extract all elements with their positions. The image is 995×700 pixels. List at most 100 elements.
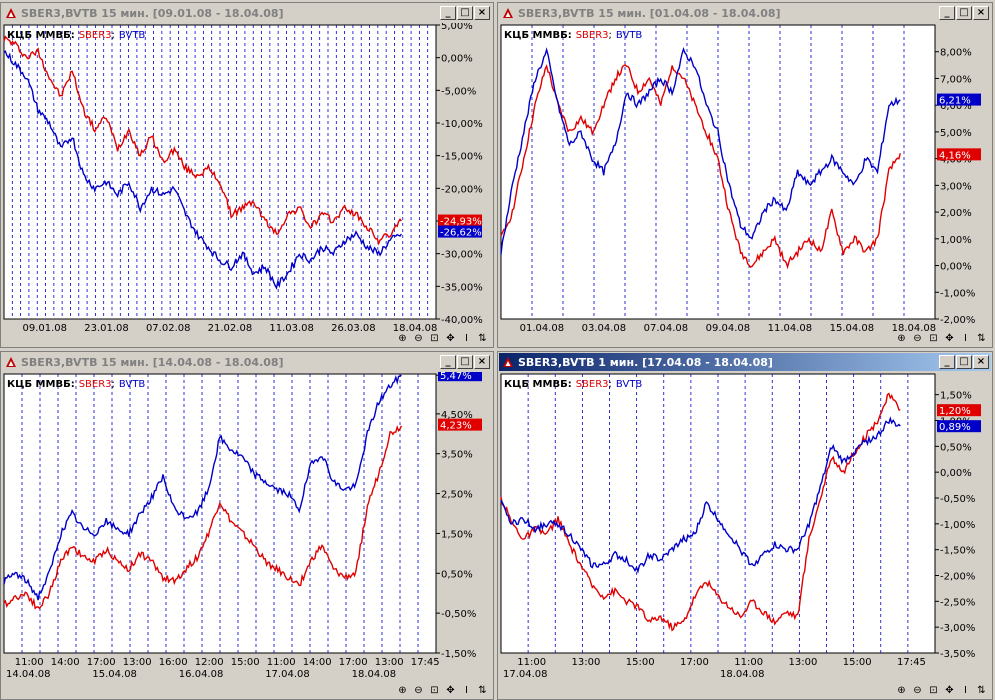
y-tick-label: 1,50% <box>940 391 972 402</box>
x-tick-label: 18.04.08 <box>393 323 438 334</box>
y-tick-label: -1,50% <box>441 649 476 660</box>
x-tick-label: 11:00 <box>15 657 44 668</box>
x-date-label: 17.04.08 <box>265 669 310 680</box>
x-tick-label: 17:00 <box>87 657 116 668</box>
cursor-icon[interactable]: I <box>465 684 468 696</box>
fit-icon[interactable]: ⊡ <box>929 684 938 696</box>
legend-bvtb: BVTB <box>119 30 146 41</box>
series-bvtb-line <box>500 46 901 255</box>
y-tick-label: 3,50% <box>441 450 473 461</box>
refresh-icon[interactable]: ⇅ <box>977 684 986 696</box>
legend-bvtb: BVTB <box>616 379 643 390</box>
minimize-button[interactable]: _ <box>440 355 456 369</box>
y-tick-label: -1,50% <box>940 546 975 557</box>
chart-canvas[interactable]: 5,47% 4,50% 3,50% 2,50% 1,50% 0,50% -0,50% -1,5… <box>2 372 492 697</box>
y-tick-label: 5,00% <box>441 23 473 32</box>
x-tick-label: 17:00 <box>680 657 709 668</box>
last-value-badge-sber: 4,16% <box>937 148 981 161</box>
window-titlebar[interactable]: SBER3,BVTB 1 мин. [17.04.08 - 18.04.08] _… <box>499 353 991 371</box>
x-date-label: 16.04.08 <box>179 669 224 680</box>
legend-bvtb: BVTB <box>616 30 643 41</box>
legend-sber3: SBER3 <box>576 30 609 41</box>
y-tick-label: -2,00% <box>940 572 975 583</box>
last-value-text-sber: 4,23% <box>440 421 472 432</box>
fit-icon[interactable]: ⊡ <box>430 684 439 696</box>
cursor-icon[interactable]: I <box>964 332 967 344</box>
chart-window-3[interactable]: SBER3,BVTB 15 мин. [14.04.08 - 18.04.08]… <box>0 351 494 700</box>
cursor-icon[interactable]: I <box>465 332 468 344</box>
x-tick-label: 23.01.08 <box>84 323 129 334</box>
zoom-in-icon[interactable]: ⊕ <box>398 684 407 696</box>
zoom-out-icon[interactable]: ⊖ <box>913 684 922 696</box>
x-date-label: 18.04.08 <box>352 669 397 680</box>
x-tick-label: 15:00 <box>231 657 260 668</box>
y-tick-label: 4,50% <box>441 410 473 421</box>
window-titlebar[interactable]: SBER3,BVTB 15 мин. [14.04.08 - 18.04.08]… <box>2 353 492 371</box>
maximize-button[interactable]: □ <box>956 355 972 369</box>
zoom-out-icon[interactable]: ⊖ <box>414 684 423 696</box>
y-tick-label: -3,50% <box>940 649 975 660</box>
fit-icon[interactable]: ⊡ <box>430 332 439 344</box>
window-titlebar[interactable]: SBER3,BVTB 15 мин. [09.01.08 - 18.04.08]… <box>2 4 492 22</box>
move-icon[interactable]: ✥ <box>446 684 455 696</box>
close-button[interactable]: × <box>973 355 989 369</box>
close-button[interactable]: × <box>973 6 989 20</box>
x-tick-label: 11.03.08 <box>269 323 314 334</box>
x-tick-label: 17:45 <box>411 657 440 668</box>
refresh-icon[interactable]: ⇅ <box>478 332 487 344</box>
chart-window-2[interactable]: SBER3,BVTB 15 мин. [01.04.08 - 18.04.08]… <box>497 2 993 348</box>
maximize-button[interactable]: □ <box>956 6 972 20</box>
y-tick-label: 1,00% <box>940 235 972 246</box>
legend-prefix: КЦБ ММВБ: <box>504 379 572 390</box>
maximize-button[interactable]: □ <box>457 6 473 20</box>
series-bvtb-line <box>3 374 402 601</box>
zoom-in-icon[interactable]: ⊕ <box>897 332 906 344</box>
y-tick-label: 0,50% <box>940 442 972 453</box>
move-icon[interactable]: ✥ <box>446 332 455 344</box>
last-value-badge-sber: 1,20% <box>937 404 981 417</box>
y-tick-label: 7,00% <box>940 74 972 85</box>
zoom-out-icon[interactable]: ⊖ <box>913 332 922 344</box>
zoom-in-icon[interactable]: ⊕ <box>897 684 906 696</box>
chart-canvas[interactable]: 1,50%1,00%0,50%0,00%-0,50%-1,00%-1,50%-2… <box>499 372 991 697</box>
y-tick-label: 0,50% <box>441 569 473 580</box>
fit-icon[interactable]: ⊡ <box>929 332 938 344</box>
y-tick-label: -40,00% <box>441 315 483 326</box>
move-icon[interactable]: ✥ <box>945 332 954 344</box>
legend-sber3: SBER3 <box>79 379 112 390</box>
zoom-out-icon[interactable]: ⊖ <box>414 332 423 344</box>
minimize-button[interactable]: _ <box>939 6 955 20</box>
y-tick-label: -10,00% <box>441 119 483 130</box>
chart-legend: КЦБ ММВБ: SBER3; BVTB <box>7 30 145 41</box>
y-tick-label: -1,00% <box>940 288 975 299</box>
y-tick-label: -15,00% <box>441 152 483 163</box>
window-titlebar[interactable]: SBER3,BVTB 15 мин. [01.04.08 - 18.04.08]… <box>499 4 991 22</box>
refresh-icon[interactable]: ⇅ <box>977 332 986 344</box>
legend-sber3: SBER3 <box>576 379 609 390</box>
window-title: SBER3,BVTB 15 мин. [14.04.08 - 18.04.08] <box>21 355 284 369</box>
x-tick-label: 17:00 <box>339 657 368 668</box>
x-tick-label: 09.01.08 <box>23 323 68 334</box>
minimize-button[interactable]: _ <box>939 355 955 369</box>
x-tick-label: 14:00 <box>303 657 332 668</box>
cursor-icon[interactable]: I <box>964 684 967 696</box>
x-tick-label: 09.04.08 <box>706 323 751 334</box>
close-button[interactable]: × <box>474 6 490 20</box>
legend-sber3: SBER3 <box>79 30 112 41</box>
x-tick-label: 11:00 <box>267 657 296 668</box>
legend-prefix: КЦБ ММВБ: <box>7 379 75 390</box>
chart-window-4[interactable]: SBER3,BVTB 1 мин. [17.04.08 - 18.04.08] _… <box>497 351 993 700</box>
minimize-button[interactable]: _ <box>440 6 456 20</box>
chart-window-1[interactable]: SBER3,BVTB 15 мин. [09.01.08 - 18.04.08]… <box>0 2 494 348</box>
close-button[interactable]: × <box>474 355 490 369</box>
x-tick-label: 11.04.08 <box>768 323 813 334</box>
move-icon[interactable]: ✥ <box>945 684 954 696</box>
chart-canvas[interactable]: 5,00%0,00%-5,00%-10,00%-15,00%-20,00%-25… <box>2 23 492 345</box>
legend-separator: ; <box>112 379 115 390</box>
refresh-icon[interactable]: ⇅ <box>478 684 487 696</box>
x-tick-label: 01.04.08 <box>520 323 565 334</box>
maximize-button[interactable]: □ <box>457 355 473 369</box>
chart-canvas[interactable]: 8,00%7,00%6,00%5,00%4,00%3,00%2,00%1,00%… <box>499 23 991 345</box>
x-date-label: 14.04.08 <box>6 669 51 680</box>
zoom-in-icon[interactable]: ⊕ <box>398 332 407 344</box>
